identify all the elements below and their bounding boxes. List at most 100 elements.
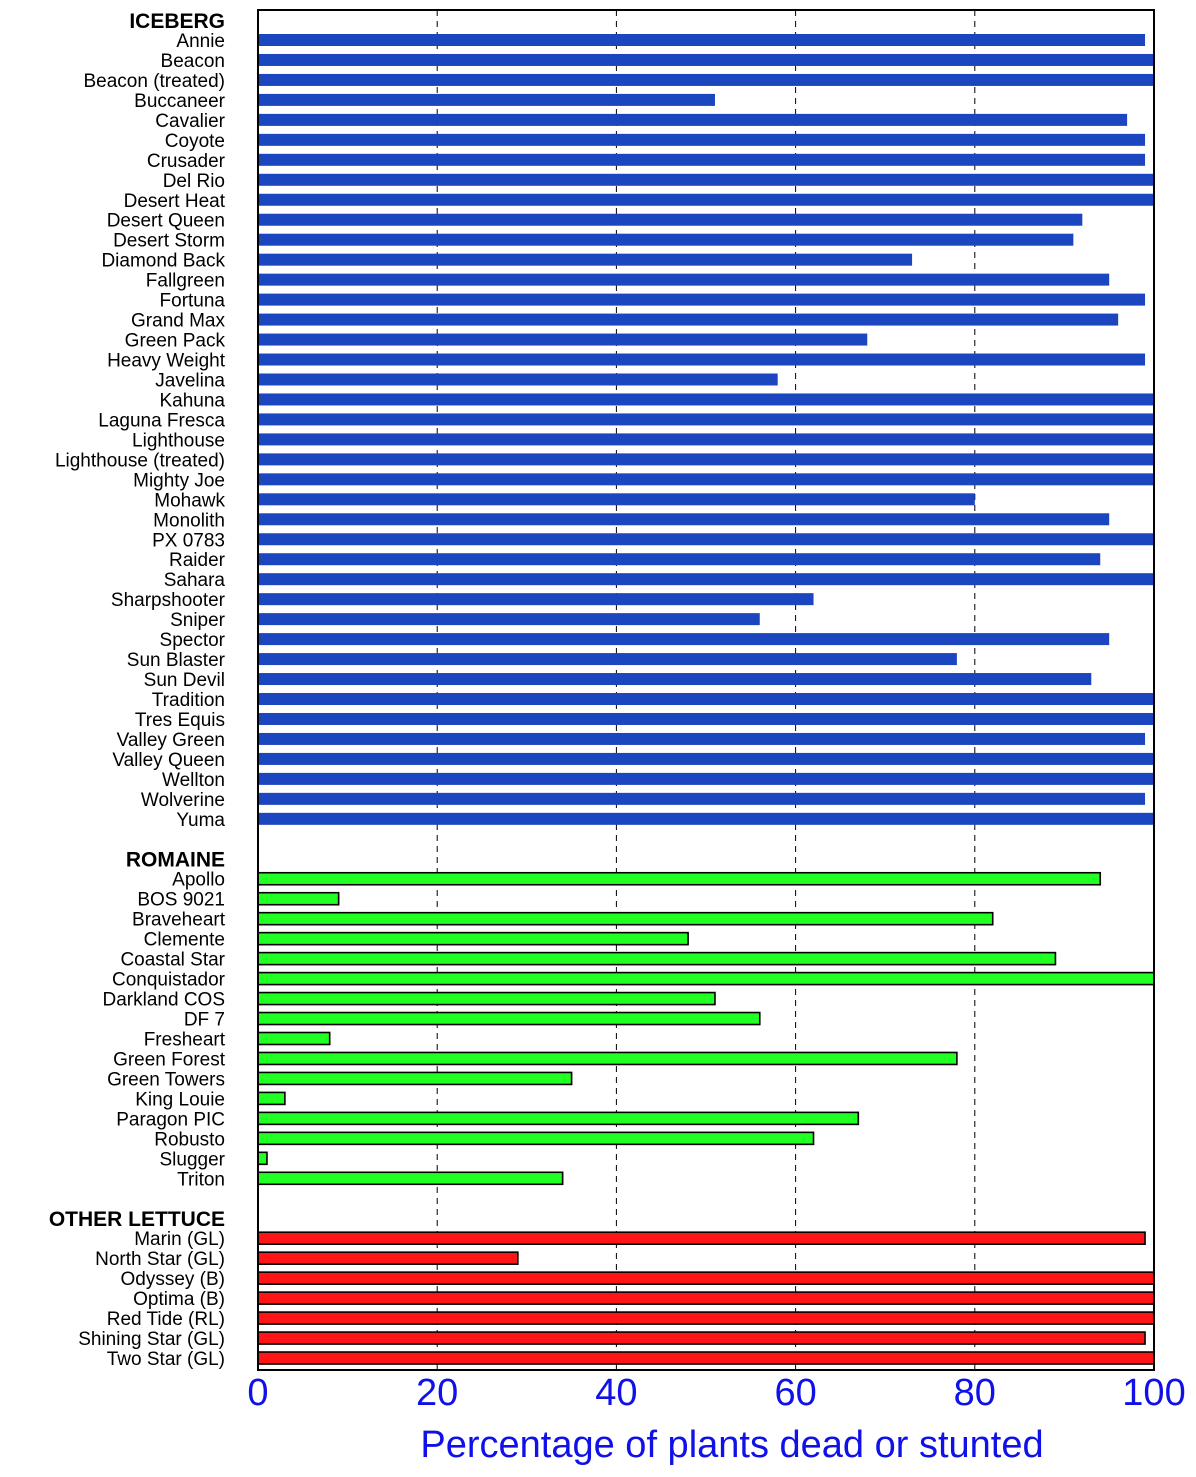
bar	[258, 513, 1110, 526]
category-label: Sun Blaster	[127, 650, 226, 671]
category-label: Javelina	[155, 370, 225, 391]
category-label: Sharpshooter	[111, 590, 226, 611]
category-label: Monolith	[153, 510, 225, 531]
category-label: Cavalier	[155, 111, 225, 132]
category-label: Red Tide (RL)	[107, 1309, 225, 1330]
bar	[258, 453, 1154, 466]
category-label: Braveheart	[132, 910, 226, 931]
category-label: Del Rio	[163, 171, 225, 192]
x-tick-label: 80	[954, 1372, 996, 1414]
group-label: ICEBERG	[129, 10, 225, 33]
category-label: Fresheart	[144, 1030, 226, 1051]
category-label: Optima (B)	[133, 1289, 225, 1310]
category-label: Shining Star (GL)	[78, 1329, 225, 1350]
category-label: Coastal Star	[120, 950, 225, 971]
category-label: Odyssey (B)	[120, 1269, 225, 1290]
category-label: Desert Heat	[124, 191, 226, 212]
category-label: Beacon	[161, 51, 225, 72]
category-label: Valley Queen	[112, 750, 225, 771]
category-label: Tres Equis	[135, 710, 225, 731]
bar	[258, 413, 1154, 426]
bar	[258, 293, 1146, 306]
bar	[257, 1231, 1146, 1245]
bar	[258, 173, 1154, 186]
bar	[258, 633, 1110, 646]
bar	[258, 353, 1146, 366]
category-label: North Star (GL)	[95, 1249, 225, 1270]
bar	[257, 1251, 519, 1265]
category-label: Valley Green	[117, 730, 225, 751]
category-label: Robusto	[154, 1129, 225, 1150]
bar	[258, 393, 1154, 406]
bar	[258, 553, 1101, 566]
bar	[258, 573, 1154, 586]
x-axis-label: Percentage of plants dead or stunted	[420, 1424, 1043, 1466]
category-label: Slugger	[160, 1149, 226, 1170]
bar	[257, 871, 1102, 886]
category-label: Darkland COS	[103, 990, 226, 1011]
bar	[258, 493, 975, 506]
category-label: Laguna Fresca	[98, 410, 225, 431]
x-tick-label: 20	[416, 1372, 458, 1414]
category-label: Diamond Back	[101, 251, 225, 272]
bar	[258, 273, 1110, 286]
bar	[258, 333, 868, 346]
bar	[258, 673, 1092, 686]
bar	[257, 1331, 1146, 1345]
bar	[257, 1151, 268, 1166]
category-label: BOS 9021	[137, 890, 225, 911]
category-label: King Louie	[135, 1089, 225, 1110]
category-label: Wellton	[162, 770, 225, 791]
bar	[258, 732, 1146, 745]
category-label: Sahara	[164, 570, 226, 591]
x-tick-label: 100	[1122, 1372, 1185, 1414]
category-label: Two Star (GL)	[107, 1349, 225, 1370]
category-label: Annie	[176, 31, 225, 52]
category-label: Marin (GL)	[134, 1229, 225, 1250]
x-tick-labels: 0 20 40 60 80 100	[247, 1372, 1185, 1414]
category-label: Fortuna	[160, 291, 226, 312]
bar	[257, 951, 1057, 966]
category-label: Desert Storm	[113, 231, 225, 252]
category-label: PX 0783	[152, 530, 225, 551]
category-label: Grand Max	[131, 311, 225, 332]
bar	[258, 133, 1146, 146]
group-label: ROMAINE	[126, 849, 225, 872]
category-label: Buccaneer	[134, 91, 226, 112]
bar	[258, 752, 1154, 765]
bar	[257, 971, 1155, 986]
bar	[257, 1091, 286, 1106]
bar	[258, 73, 1154, 86]
category-label: Triton	[177, 1169, 225, 1190]
category-label: Conquistador	[112, 970, 226, 991]
category-label: Wolverine	[141, 790, 225, 811]
category-label: Green Towers	[107, 1069, 225, 1090]
category-label: Paragon PIC	[116, 1109, 225, 1130]
bar	[257, 1351, 1155, 1365]
bar	[258, 233, 1074, 246]
category-label: Spector	[160, 630, 226, 651]
bar	[258, 473, 1154, 486]
bar	[257, 1291, 1155, 1305]
bar	[257, 931, 689, 946]
category-label: Yuma	[176, 810, 225, 831]
bars	[257, 34, 1155, 1365]
category-label: Beacon (treated)	[83, 71, 225, 92]
category-label: Tradition	[152, 690, 225, 711]
bar	[258, 653, 957, 666]
category-label: Apollo	[172, 870, 225, 891]
category-label: Clemente	[144, 930, 225, 951]
bar	[257, 1171, 564, 1186]
bar	[258, 812, 1154, 825]
category-label: Green Pack	[125, 331, 226, 352]
x-tick-label: 60	[774, 1372, 816, 1414]
bar	[257, 1271, 1155, 1285]
bar	[258, 93, 715, 106]
category-label: Mighty Joe	[133, 470, 225, 491]
bar	[258, 613, 760, 626]
bar	[258, 34, 1146, 46]
bar	[258, 533, 1154, 546]
bar	[258, 53, 1154, 66]
